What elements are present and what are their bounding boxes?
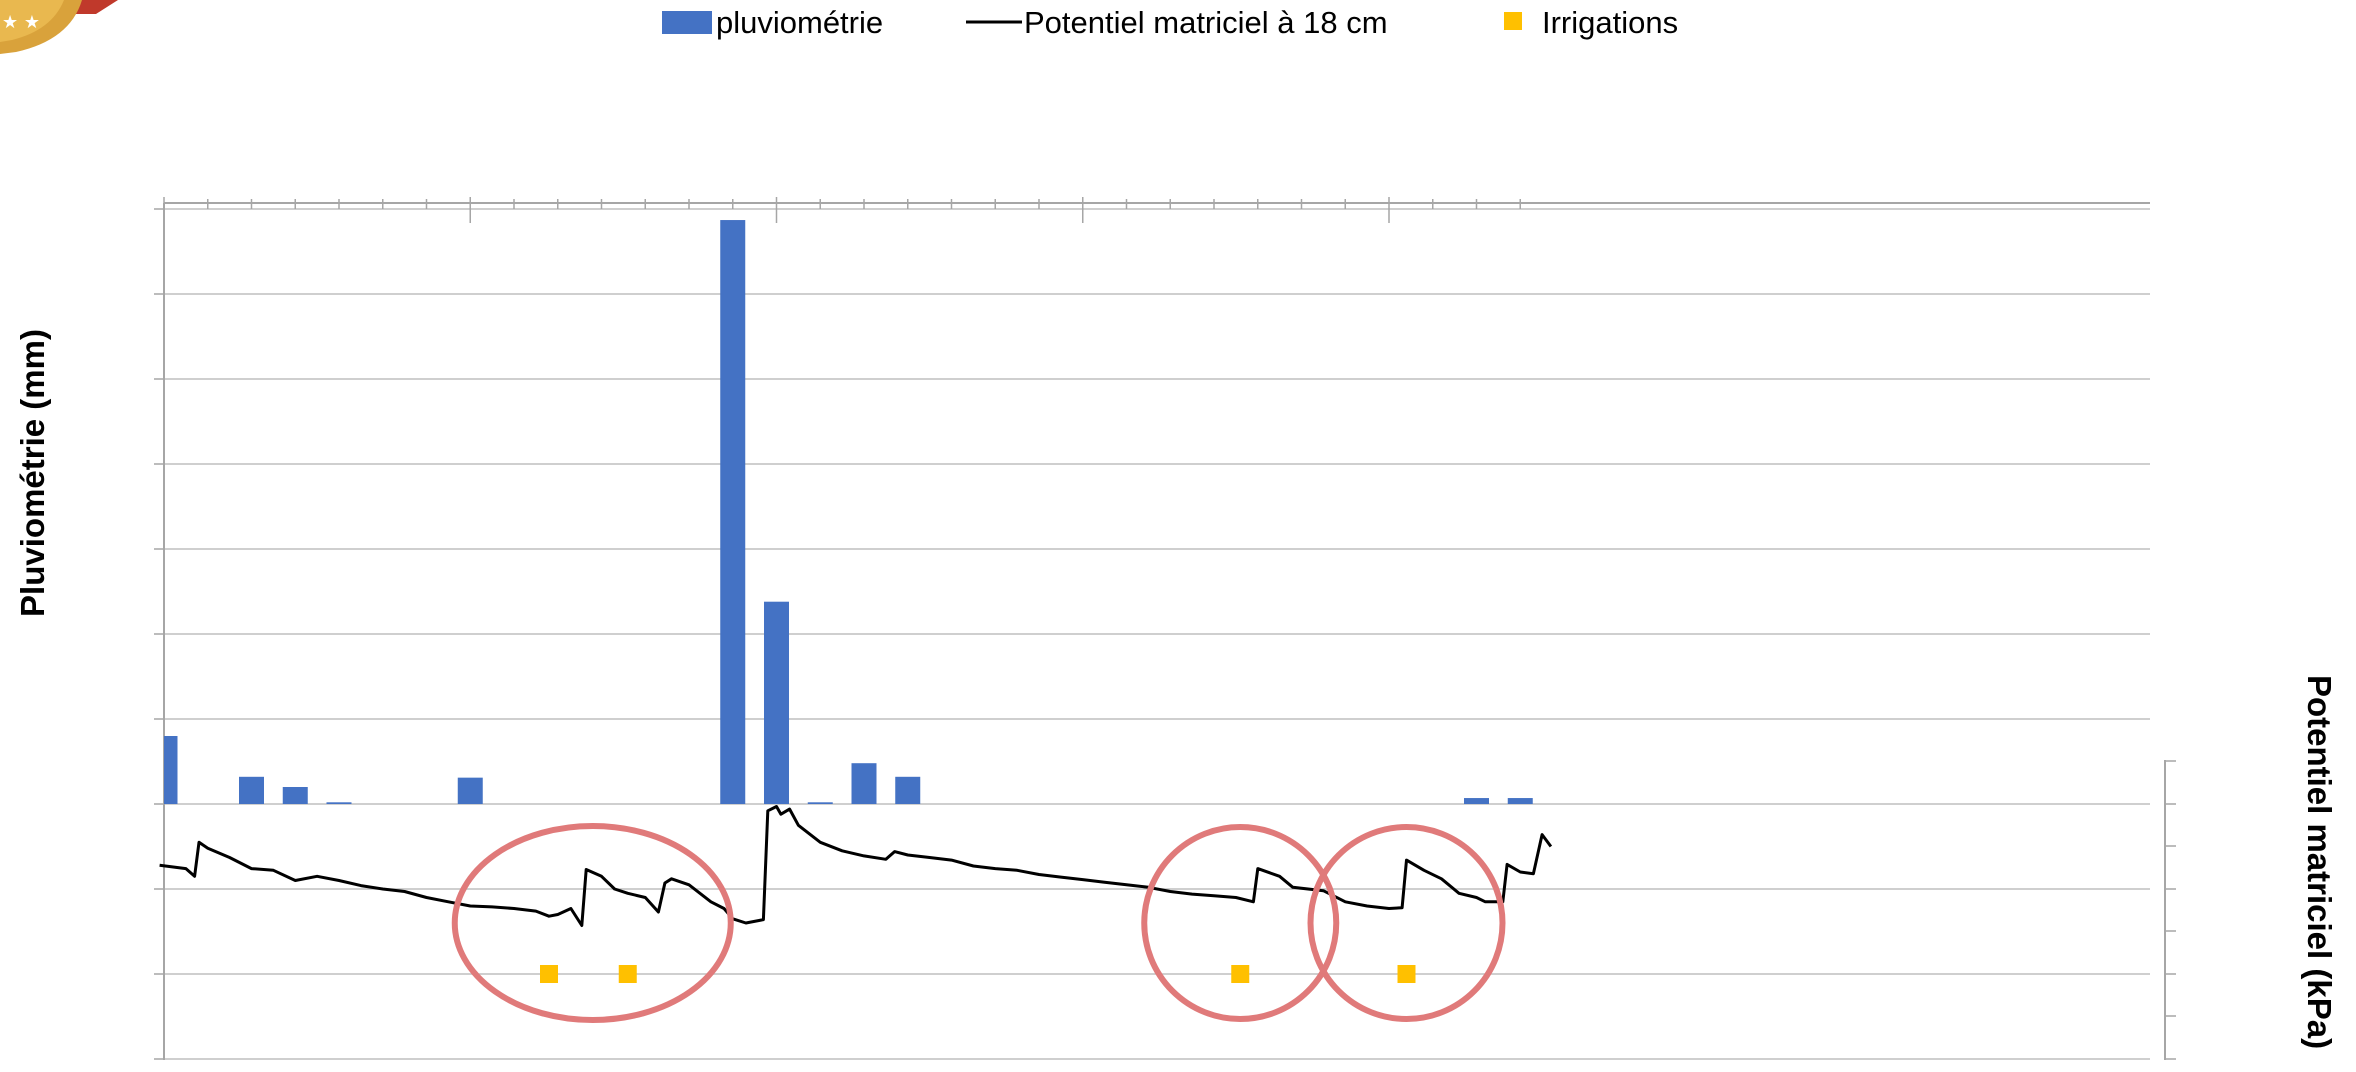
highlight-ellipse — [1307, 824, 1506, 1022]
potential-series — [159, 805, 1553, 927]
highlight-ellipse — [1141, 824, 1340, 1022]
rain-bar — [326, 802, 352, 804]
rain-bar — [764, 601, 789, 804]
y-axis-right — [2164, 760, 2176, 1060]
rain-bar — [457, 777, 483, 804]
y-axis-left — [154, 203, 165, 1060]
irrigation-marker — [618, 965, 637, 983]
rain-bar — [282, 787, 308, 804]
irrigation-marker — [540, 965, 558, 983]
rain-bars — [164, 220, 1533, 805]
rain-bar — [164, 736, 178, 804]
irrigation-marker — [1397, 965, 1416, 983]
y-left-axis-title: Pluviométrie (mm) — [14, 329, 51, 617]
logo-star-icon: ★ ★ — [2, 12, 40, 33]
potential-line — [159, 805, 1553, 927]
logo-medal-inner — [0, 0, 64, 42]
legend-label-irrigation: Irrigations — [1542, 5, 1678, 40]
rain-bar — [895, 776, 921, 804]
legend-label-potential: Potentiel matriciel à 18 cm — [1024, 5, 1388, 40]
rain-bar — [807, 802, 833, 804]
y-right-axis-title: Potentiel matriciel (kPa) — [2301, 675, 2338, 1049]
legend-label-rain: pluviométrie — [716, 5, 883, 40]
x-axis — [163, 197, 2150, 223]
highlight-ellipse — [451, 823, 734, 1023]
horizontal-gridlines — [164, 208, 2150, 1060]
highlight-ellipses — [451, 823, 1506, 1023]
irrigation-markers — [540, 965, 1416, 983]
rain-bar — [239, 776, 264, 804]
award-badge-logo: ★ ★ — [0, 0, 118, 54]
rain-bar — [851, 763, 877, 804]
rain-bar — [720, 220, 746, 805]
legend-swatch-irrigation — [1504, 12, 1522, 30]
rain-bar — [1507, 798, 1533, 804]
rain-bar — [1464, 798, 1489, 804]
legend: pluviométrie Potentiel matriciel à 18 cm… — [662, 5, 1678, 40]
legend-swatch-rain — [662, 11, 712, 34]
irrigation-marker — [1231, 965, 1250, 983]
